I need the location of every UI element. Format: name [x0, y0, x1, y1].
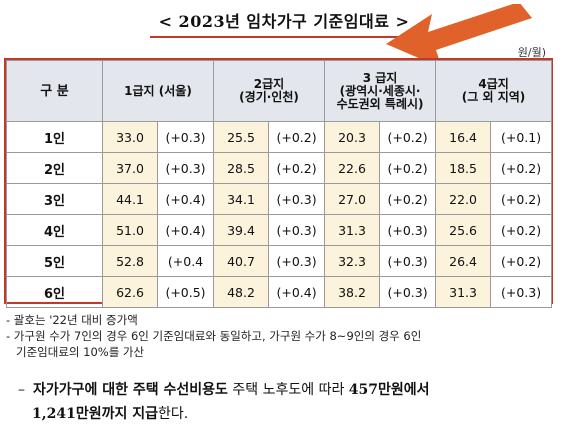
table-row: 5인 52.8 (+0.4 40.7 (+0.3) 32.3 (+0.3) 26.4 (+0.2… [6, 245, 553, 277]
row-label: 4인 [6, 214, 103, 246]
table-row: 2인 37.0 (+0.3) 28.5 (+0.2) 22.6 (+0.2) 18.5 (+0.… [6, 152, 553, 184]
rent-change-cell: (+0.2) [268, 121, 326, 153]
rent-value-cell: 38.2 [324, 276, 381, 308]
rent-value-cell: 40.7 [213, 245, 270, 277]
header-line: 수도권외 특례시) [336, 96, 424, 111]
row-label: 5인 [6, 245, 103, 277]
row-label: 2인 [6, 152, 103, 184]
header-line: 4급지 [478, 77, 509, 91]
row-label: 1인 [6, 121, 103, 153]
rent-value-cell: 31.3 [324, 214, 381, 246]
plain-text: 한다. [158, 406, 189, 422]
rent-value-cell: 22.6 [324, 152, 381, 184]
rent-change-cell: (+0.2) [490, 214, 553, 246]
header-line: 1급지 (서울) [124, 83, 192, 98]
rent-value-cell: 39.4 [213, 214, 270, 246]
rent-value-cell: 44.1 [102, 183, 158, 215]
header-line: (그 외 지역) [461, 90, 526, 104]
rent-change-cell: (+0.3) [379, 245, 437, 277]
rent-change-cell: (+0.2) [490, 152, 553, 184]
paragraph-line: 1,241만원까지 지급한다. [18, 402, 558, 426]
rent-value-cell: 37.0 [102, 152, 158, 184]
rent-value-cell: 34.1 [213, 183, 270, 215]
rent-value-cell: 20.3 [324, 121, 381, 153]
rent-change-cell: (+0.3) [490, 276, 553, 308]
repair-cost-paragraph: – 자가가구에 대한 주택 수선비용도 주택 노후도에 따라 457만원에서 1,… [18, 378, 558, 426]
page-title: < 2023년 임차가구 기준임대료 > [158, 12, 410, 31]
rent-change-cell: (+0.3) [268, 214, 326, 246]
rent-change-cell: (+0.2) [379, 152, 437, 184]
rent-change-cell: (+0.2) [268, 152, 326, 184]
rent-change-cell: (+0.2) [490, 245, 553, 277]
rent-value-cell: 28.5 [213, 152, 270, 184]
row-label: 3인 [6, 183, 103, 215]
rent-change-cell: (+0.3) [268, 245, 326, 277]
table-row: 6인 62.6 (+0.5) 48.2 (+0.4) 38.2 (+0.3) 31.3 (+0.… [6, 276, 553, 308]
rent-value-cell: 32.3 [324, 245, 381, 277]
rent-change-cell: (+0.4) [156, 214, 215, 246]
bold-text: 1,241만원까지 지급 [32, 406, 158, 422]
rent-change-cell: (+0.4 [156, 245, 215, 277]
rent-change-cell: (+0.1) [490, 121, 553, 153]
rent-value-cell: 33.0 [102, 121, 158, 153]
rent-value-cell: 16.4 [435, 121, 492, 153]
header-line: (광역시·세종시· [339, 83, 421, 98]
rent-change-cell: (+0.2) [490, 183, 553, 215]
rent-change-cell: (+0.5) [156, 276, 215, 308]
header-division: 구 분 [6, 60, 103, 122]
footnote: 기준임대료의 10%를 가산 [16, 345, 145, 359]
header-line: 2급지 [253, 77, 285, 91]
rent-value-cell: 27.0 [324, 183, 381, 215]
footnotes: - 괄호는 '22년 대비 증가액 - 가구원 수가 7인의 경우 6인 기준임… [6, 312, 562, 360]
rent-change-cell: (+0.3) [156, 152, 215, 184]
rent-change-cell: (+0.2) [379, 183, 437, 215]
header-tier-4: 4급지 (그 외 지역) [435, 60, 553, 122]
bullet-dash: – [18, 382, 25, 398]
rent-change-cell: (+0.4) [268, 276, 326, 308]
footnote: - 가구원 수가 7인의 경우 6인 기준임대료와 동일하고, 가구원 수가 8… [6, 329, 422, 343]
rent-value-cell: 22.0 [435, 183, 492, 215]
rent-value-cell: 25.5 [213, 121, 270, 153]
rent-value-cell: 51.0 [102, 214, 158, 246]
bold-text: 457만원에서 [348, 382, 430, 398]
table-row: 4인 51.0 (+0.4) 39.4 (+0.3) 31.3 (+0.3) 25.6 (+0.… [6, 214, 553, 246]
header-line: 3 급지 [362, 70, 398, 85]
header-tier-1: 1급지 (서울) [101, 60, 215, 122]
rent-value-cell: 48.2 [213, 276, 270, 308]
rent-value-cell: 26.4 [435, 245, 492, 277]
rent-change-cell: (+0.3) [268, 183, 326, 215]
footnote: - 괄호는 '22년 대비 증가액 [6, 313, 138, 327]
rent-table: 구 분 1급지 (서울) 2급지 (경기·인천) 3 급지 (광역시·세종시· … [4, 58, 553, 308]
arrow-left-icon [386, 4, 532, 68]
rent-change-cell: (+0.3) [156, 121, 215, 153]
table-header-row: 구 분 1급지 (서울) 2급지 (경기·인천) 3 급지 (광역시·세종시· … [6, 60, 553, 122]
paragraph-line: – 자가가구에 대한 주택 수선비용도 주택 노후도에 따라 457만원에서 [18, 378, 558, 402]
header-tier-3: 3 급지 (광역시·세종시· 수도권외 특례시) [324, 60, 437, 122]
header-line: (경기·인천) [239, 90, 299, 104]
table-row: 1인 33.0 (+0.3) 25.5 (+0.2) 20.3 (+0.2) 16.4 (+0.… [6, 121, 553, 153]
header-tier-2: 2급지 (경기·인천) [213, 60, 326, 122]
rent-change-cell: (+0.4) [156, 183, 215, 215]
rent-value-cell: 52.8 [102, 245, 158, 277]
title-underline [150, 36, 412, 38]
rent-value-cell: 62.6 [102, 276, 158, 308]
rent-value-cell: 31.3 [435, 276, 492, 308]
unit-label: 원/월) [517, 46, 546, 59]
rent-change-cell: (+0.2) [379, 121, 437, 153]
row-label: 6인 [6, 276, 103, 308]
rent-value-cell: 18.5 [435, 152, 492, 184]
rent-value-cell: 25.6 [435, 214, 492, 246]
bold-text: 자가가구에 대한 주택 수선비용도 [33, 382, 228, 398]
plain-text: 주택 노후도에 따라 [227, 382, 349, 398]
table-row: 3인 44.1 (+0.4) 34.1 (+0.3) 27.0 (+0.2) 22.0 (+0.… [6, 183, 553, 215]
rent-change-cell: (+0.3) [379, 214, 437, 246]
rent-change-cell: (+0.3) [379, 276, 437, 308]
